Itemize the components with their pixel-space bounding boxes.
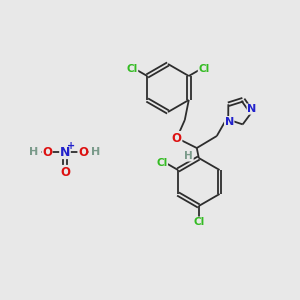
Text: O: O [78, 146, 88, 158]
Text: H: H [29, 147, 39, 157]
Text: N: N [60, 146, 70, 158]
Text: Cl: Cl [198, 64, 209, 74]
Text: Cl: Cl [193, 217, 204, 227]
Text: +: + [67, 141, 75, 151]
Text: H: H [184, 151, 193, 161]
Text: Cl: Cl [127, 64, 138, 74]
Text: O: O [42, 146, 52, 158]
Text: O: O [172, 131, 182, 145]
Text: Cl: Cl [156, 158, 167, 168]
Text: H: H [92, 147, 100, 157]
Text: N: N [247, 104, 256, 114]
Text: N: N [225, 117, 234, 127]
Text: O: O [60, 166, 70, 178]
